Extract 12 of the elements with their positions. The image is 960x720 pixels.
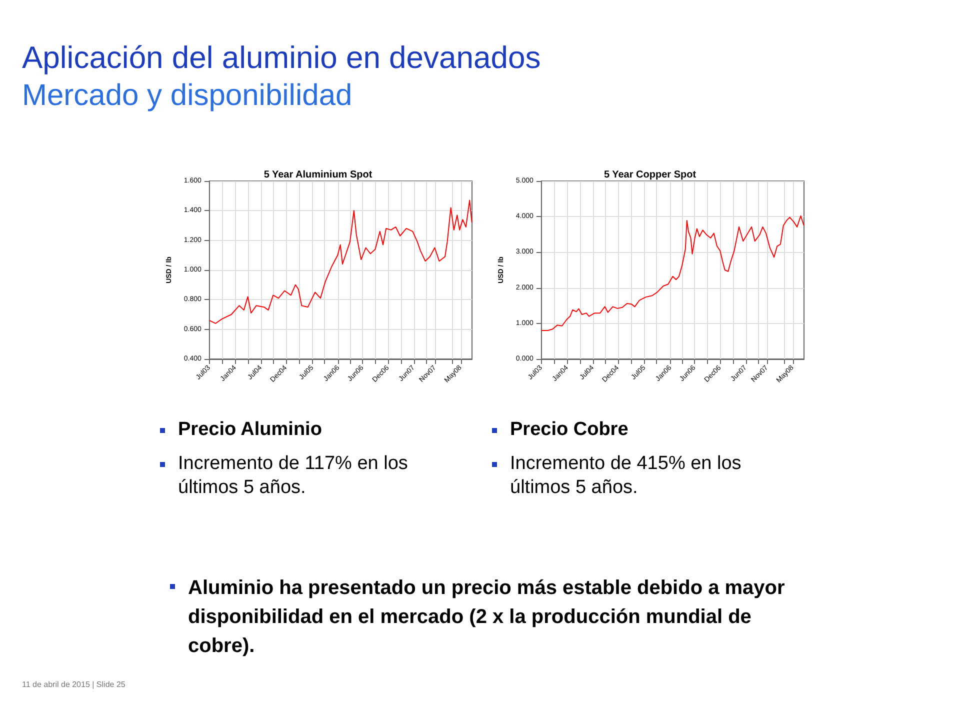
- text: Incremento de 415% en los últimos 5 años.: [510, 453, 742, 498]
- text: Mercado y disponibilidad: [22, 78, 352, 114]
- text: Incremento de 117% en los últimos 5 años.: [178, 453, 408, 498]
- chart-title: 5 Year Copper Spot: [604, 170, 697, 180]
- text: 11 de abril de 2015 | Slide 25: [22, 680, 126, 689]
- line-series: [208, 200, 472, 324]
- text: Aluminio ha presentado un precio más estable debido a mayor disponibilidad en el mercado (2 x la producción mundial de cobre).: [188, 577, 785, 657]
- text: Aplicación del aluminio en devanados: [22, 40, 541, 76]
- chart-title: 5 Year Aluminium Spot: [264, 170, 373, 180]
- text: Precio Cobre: [510, 419, 628, 440]
- line-series: [540, 215, 804, 332]
- text: Precio Aluminio: [178, 419, 322, 440]
